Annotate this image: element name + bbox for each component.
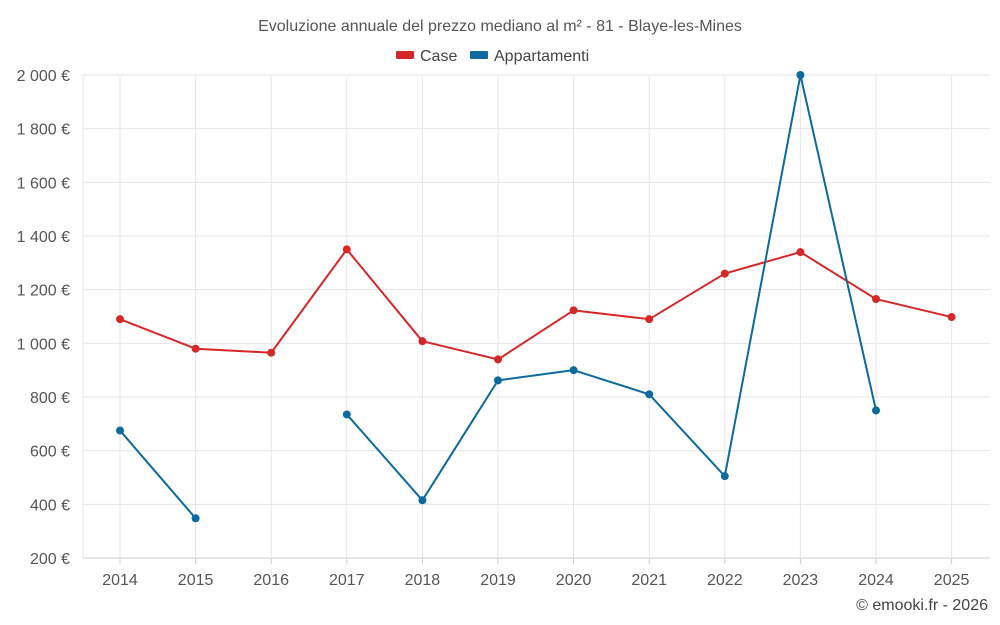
y-tick-label: 600 € bbox=[30, 444, 70, 461]
data-point-case[interactable] bbox=[947, 313, 956, 322]
data-point-appartamenti[interactable] bbox=[191, 514, 200, 523]
legend-label: Case bbox=[420, 48, 457, 65]
series-group bbox=[116, 71, 956, 523]
x-tick-label: 2017 bbox=[329, 572, 365, 589]
data-point-appartamenti[interactable] bbox=[645, 390, 654, 399]
x-tick-label: 2019 bbox=[480, 572, 516, 589]
data-point-case[interactable] bbox=[720, 269, 729, 278]
data-point-appartamenti[interactable] bbox=[569, 366, 578, 375]
data-point-appartamenti[interactable] bbox=[116, 426, 124, 435]
data-point-case[interactable] bbox=[342, 245, 351, 254]
x-tick-label: 2018 bbox=[405, 572, 441, 589]
data-point-appartamenti[interactable] bbox=[494, 376, 502, 385]
data-point-case[interactable] bbox=[796, 248, 805, 257]
y-tick-label: 800 € bbox=[30, 390, 70, 407]
legend-swatch bbox=[470, 51, 488, 59]
x-tick-label: 2025 bbox=[934, 572, 970, 589]
series-line-case bbox=[119, 248, 952, 361]
x-tick-label: 2023 bbox=[783, 572, 819, 589]
x-tick-label: 2014 bbox=[102, 572, 138, 589]
data-point-case[interactable] bbox=[116, 315, 124, 324]
y-tick-label: 400 € bbox=[30, 497, 70, 514]
y-tick-label: 1 800 € bbox=[17, 122, 70, 139]
y-tick-label: 1 400 € bbox=[17, 229, 70, 246]
data-point-case[interactable] bbox=[418, 337, 427, 346]
legend-swatch bbox=[396, 51, 414, 59]
legend-label: Appartamenti bbox=[494, 48, 589, 65]
data-point-case[interactable] bbox=[191, 344, 200, 353]
credit-text: © emooki.fr - 2026 bbox=[856, 597, 988, 614]
series-line-appartamenti bbox=[346, 74, 877, 502]
y-tick-label: 1 200 € bbox=[17, 283, 70, 300]
x-tick-label: 2022 bbox=[707, 572, 743, 589]
data-point-appartamenti[interactable] bbox=[796, 71, 805, 79]
data-point-case[interactable] bbox=[872, 295, 880, 304]
y-tick-label: 1 600 € bbox=[17, 175, 70, 192]
x-tick-label: 2024 bbox=[858, 572, 894, 589]
data-point-case[interactable] bbox=[569, 306, 578, 315]
x-tick-label: 2020 bbox=[556, 572, 592, 589]
y-tick-label: 200 € bbox=[30, 551, 70, 568]
x-tick-label: 2015 bbox=[178, 572, 214, 589]
data-point-appartamenti[interactable] bbox=[720, 472, 729, 481]
data-point-case[interactable] bbox=[267, 348, 276, 357]
y-axis: 200 € 400 € 600 € 800 € 1 000 € 1 200 € 1 400 … bbox=[17, 68, 70, 568]
x-tick-label: 2016 bbox=[253, 572, 289, 589]
legend[interactable]: Case Appartamenti bbox=[396, 48, 589, 65]
data-point-appartamenti[interactable] bbox=[418, 496, 427, 505]
data-point-appartamenti[interactable] bbox=[872, 406, 880, 415]
data-point-case[interactable] bbox=[494, 355, 502, 364]
legend-item-appartamenti[interactable]: Appartamenti bbox=[470, 48, 589, 65]
y-tick-label: 1 000 € bbox=[17, 336, 70, 353]
data-point-appartamenti[interactable] bbox=[342, 410, 351, 419]
chart-title: Evoluzione annuale del prezzo mediano al… bbox=[258, 18, 742, 35]
series-line-appartamenti bbox=[119, 429, 197, 519]
data-point-case[interactable] bbox=[645, 315, 654, 324]
legend-item-case[interactable]: Case bbox=[396, 48, 457, 65]
x-tick-label: 2021 bbox=[631, 572, 667, 589]
y-tick-label: 2 000 € bbox=[17, 68, 70, 85]
x-axis: 2014 2015 2016 2017 2018 2019 2020 2021 2022 2023… bbox=[102, 558, 969, 589]
